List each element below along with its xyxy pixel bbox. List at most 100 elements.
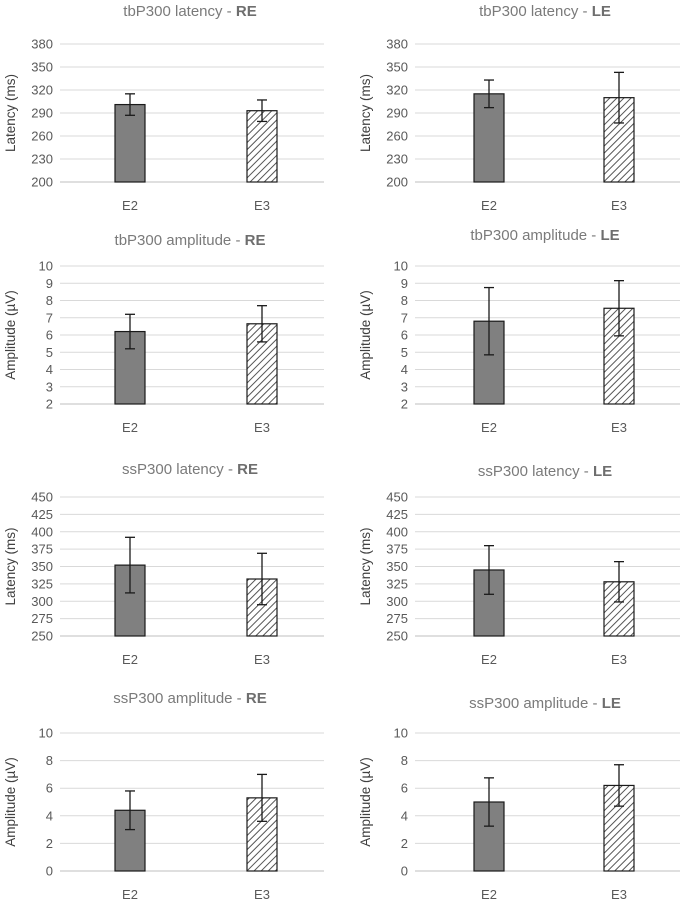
y-tick-label: 0 (401, 864, 408, 879)
y-axis-label: Amplitude (µV) (358, 290, 373, 380)
y-tick-label: 0 (46, 864, 53, 879)
chart-title-side: LE (600, 227, 619, 244)
y-tick-label: 2 (46, 397, 53, 412)
chart-title-side: RE (237, 461, 258, 478)
y-tick-label: 425 (386, 507, 408, 522)
chart-title-side: RE (246, 690, 267, 707)
y-tick-label: 380 (31, 37, 53, 52)
chart-panel-7: ssP300 amplitude - RE 0 2 4 6 8 10 Amplitude (µ… (3, 690, 324, 902)
error-bar-e2 (125, 790, 135, 831)
x-category-label: E2 (481, 198, 497, 213)
y-tick-label: 5 (46, 345, 53, 360)
y-tick-label: 250 (31, 629, 53, 644)
y-tick-label: 8 (46, 753, 53, 768)
y-axis-label: Latency (ms) (3, 74, 18, 152)
error-bar-e2 (484, 777, 494, 827)
chart-title-side: LE (593, 463, 612, 480)
chart-title: tbP300 amplitude - LE (470, 227, 619, 244)
chart-title-main: tbP300 amplitude - (470, 227, 600, 244)
y-tick-label: 2 (46, 836, 53, 851)
x-category-label: E2 (481, 652, 497, 667)
y-tick-label: 320 (386, 83, 408, 98)
y-tick-label: 3 (401, 379, 408, 394)
y-tick-label: 200 (31, 175, 53, 190)
chart-panel-5: ssP300 latency - RE 250 275 300 325 350 375 400… (3, 461, 324, 667)
y-tick-label: 325 (31, 576, 53, 591)
error-bar-e2 (125, 93, 135, 116)
x-category-label: E3 (611, 420, 627, 435)
chart-title-side: RE (236, 3, 257, 20)
chart-panel-3: tbP300 amplitude - RE 2 3 4 5 6 7 8 9 10 Amplitude… (3, 232, 324, 435)
error-bar-e3 (257, 305, 267, 343)
chart-title: ssP300 amplitude - LE (469, 695, 621, 712)
error-bar-e3 (614, 71, 624, 124)
error-bar-e3 (257, 99, 267, 123)
y-tick-label: 10 (39, 259, 53, 274)
y-tick-label: 290 (31, 106, 53, 121)
y-tick-label: 260 (31, 129, 53, 144)
y-axis-label: Latency (ms) (358, 527, 373, 605)
error-bar-e3 (614, 280, 624, 337)
y-tick-label: 10 (39, 726, 53, 741)
y-tick-label: 400 (31, 524, 53, 539)
x-category-label: E2 (481, 420, 497, 435)
y-tick-label: 9 (401, 276, 408, 291)
x-category-label: E2 (122, 887, 138, 902)
chart-title-main: ssP300 amplitude - (113, 690, 246, 707)
chart-panel-4: tbP300 amplitude - LE 2 3 4 5 6 7 8 9 10 Amplitude… (358, 227, 680, 435)
chart-title: ssP300 latency - RE (122, 461, 258, 478)
chart-panel-1: tbP300 latency - RE 200 230 260 290 320 350 380… (3, 3, 324, 213)
y-tick-label: 350 (386, 60, 408, 75)
y-tick-label: 6 (401, 781, 408, 796)
chart-title: ssP300 latency - LE (478, 463, 612, 480)
y-tick-label: 6 (46, 781, 53, 796)
y-tick-label: 350 (31, 60, 53, 75)
x-category-label: E3 (254, 887, 270, 902)
x-category-label: E2 (122, 652, 138, 667)
error-bar-e3 (614, 764, 624, 807)
y-tick-label: 7 (401, 310, 408, 325)
y-tick-label: 4 (401, 362, 408, 377)
error-bar-e2 (125, 536, 135, 594)
error-bar-e2 (125, 313, 135, 350)
y-tick-label: 10 (394, 726, 408, 741)
error-bar-e2 (484, 286, 494, 356)
y-tick-label: 7 (46, 310, 53, 325)
bar-e2 (114, 103, 146, 183)
chart-title: tbP300 amplitude - RE (115, 232, 266, 249)
y-tick-label: 10 (394, 259, 408, 274)
chart-title-main: tbP300 amplitude - (115, 232, 245, 249)
chart-title: tbP300 latency - RE (123, 3, 256, 20)
chart-title-side: LE (602, 695, 621, 712)
y-tick-label: 4 (46, 362, 53, 377)
y-tick-label: 6 (46, 328, 53, 343)
y-tick-label: 5 (401, 345, 408, 360)
y-tick-label: 300 (31, 594, 53, 609)
x-category-label: E2 (122, 198, 138, 213)
y-tick-label: 425 (31, 507, 53, 522)
y-tick-label: 8 (46, 293, 53, 308)
error-bar-e3 (257, 773, 267, 822)
y-tick-label: 300 (386, 594, 408, 609)
x-category-label: E3 (611, 198, 627, 213)
error-bar-e2 (484, 79, 494, 109)
chart-title-main: ssP300 amplitude - (469, 695, 602, 712)
y-axis-label: Latency (ms) (3, 527, 18, 605)
y-tick-label: 4 (401, 808, 408, 823)
x-category-label: E3 (254, 198, 270, 213)
y-tick-label: 290 (386, 106, 408, 121)
y-axis-label: Amplitude (µV) (3, 290, 18, 380)
y-tick-label: 260 (386, 129, 408, 144)
x-category-label: E2 (481, 887, 497, 902)
y-tick-label: 450 (386, 490, 408, 505)
y-tick-label: 9 (46, 276, 53, 291)
error-bar-e3 (257, 552, 267, 606)
chart-title-main: tbP300 latency - (479, 3, 592, 20)
x-category-label: E3 (254, 652, 270, 667)
y-tick-label: 6 (401, 328, 408, 343)
chart-title: ssP300 amplitude - RE (113, 690, 266, 707)
y-tick-label: 200 (386, 175, 408, 190)
x-category-label: E3 (611, 887, 627, 902)
chart-title-side: LE (592, 3, 611, 20)
